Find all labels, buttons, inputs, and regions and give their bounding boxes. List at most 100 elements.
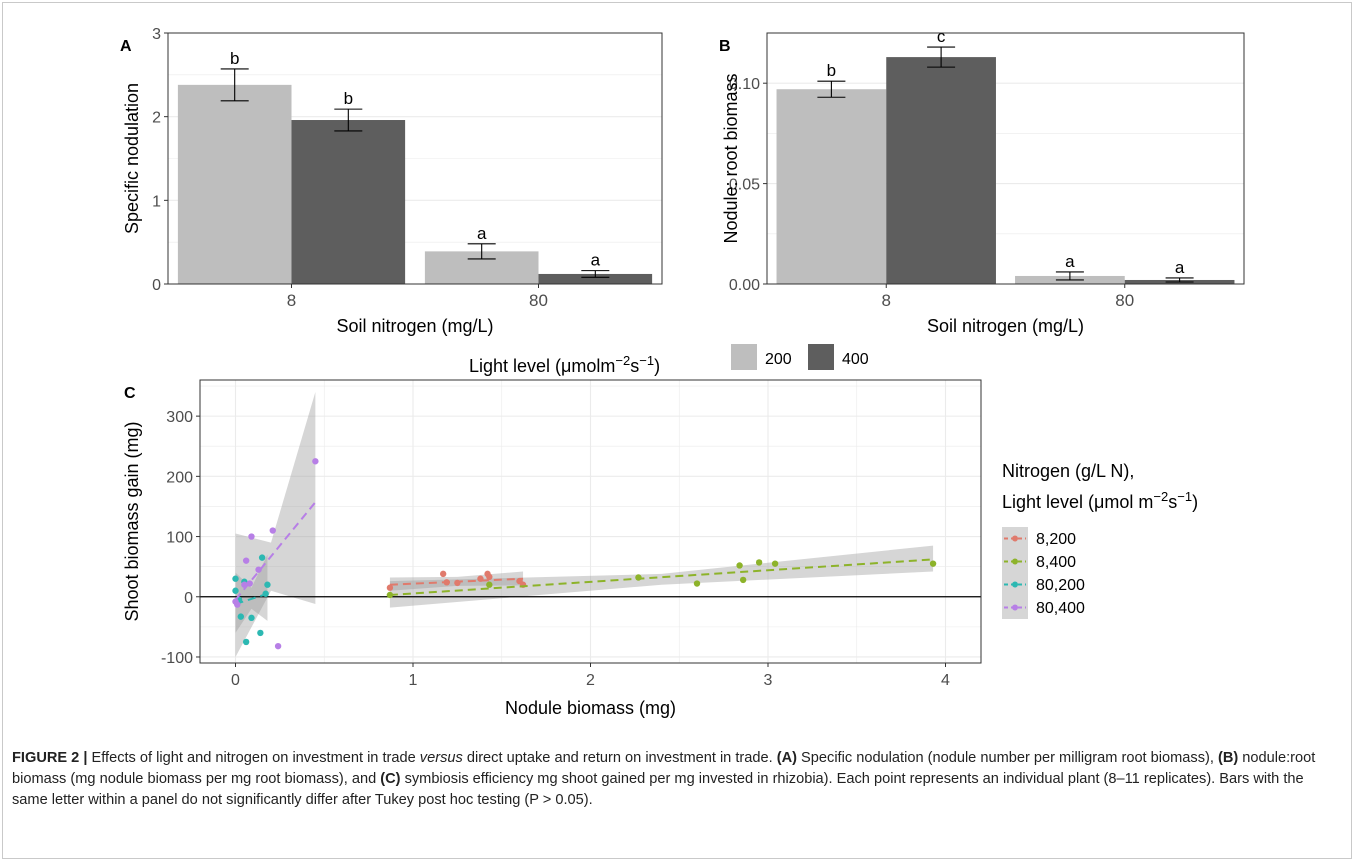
point-80,400 (274, 642, 282, 650)
panel-b: 0.00 0.05 0.10 b c 8 a a 80 Soil nitrogen (mg/L) N… (719, 27, 1245, 336)
point-80,400 (234, 601, 241, 608)
point-80,200 (258, 554, 266, 561)
legend-label-80,200: 80,200 (1036, 577, 1085, 594)
x-tick-label: 8 (882, 291, 891, 310)
y-tick-label: 1 (152, 193, 161, 210)
point-80,200 (262, 590, 269, 597)
point-8,400 (736, 562, 743, 569)
caption-b-label: (B) (1217, 750, 1239, 766)
legend-label-80,400: 80,400 (1036, 600, 1085, 617)
bar-400-8 (886, 57, 996, 284)
x-tick-label: 2 (586, 672, 595, 689)
significance-letter: b (230, 49, 239, 68)
caption-italic: versus (419, 750, 463, 766)
point-80,400 (241, 581, 248, 588)
caption-text-3: Specific nodulation (nodule number per m… (797, 750, 1218, 766)
point-8,200 (443, 579, 450, 586)
light-level-legend: Light level (μmolm−2s−1) 200 400 (469, 344, 869, 376)
legend-title-line-2: Light level (μmol m−2s−1) (1002, 489, 1198, 512)
caption-a-label: (A) (776, 750, 797, 766)
legend-key-point (1012, 581, 1018, 588)
point-80,400 (269, 527, 276, 534)
bar-200-8 (177, 84, 292, 284)
nitrogen-light-legend: Nitrogen (g/L N), Light level (μmol m−2s−… (1002, 461, 1198, 619)
legend-label-8,400: 8,400 (1036, 554, 1076, 571)
panel-a: 0 1 2 3 b b 8 a a 80 Soil nitrogen (mg/L) Specific … (120, 26, 663, 336)
point-80,200 (232, 575, 239, 582)
x-tick-label: 4 (941, 672, 950, 689)
legend-title-line-1: Nitrogen (g/L N), (1002, 461, 1134, 481)
x-tick-label: 80 (1115, 291, 1134, 310)
legend-swatch-400 (808, 344, 834, 370)
point-8,200 (477, 575, 484, 582)
significance-letter: b (344, 89, 353, 108)
caption-label: FIGURE 2 | (12, 750, 88, 766)
panel-c: -100 0 100 200 300 0 1 2 3 4 Nodule biomass (mg) Sh… (122, 379, 982, 718)
point-80,200 (237, 613, 245, 620)
y-tick-label: -100 (161, 650, 193, 667)
x-tick-label: 8 (287, 291, 296, 310)
significance-letter: a (1065, 252, 1075, 271)
x-tick-label: 0 (231, 672, 240, 689)
point-8,400 (771, 560, 779, 567)
point-8,200 (439, 570, 447, 578)
y-axis-label: Shoot biomass gain (mg) (122, 421, 142, 621)
point-80,400 (248, 533, 255, 540)
panel-label: B (719, 38, 731, 55)
y-axis-label: Specific nodulation (122, 83, 142, 234)
significance-letter: c (937, 27, 946, 46)
legend-key-point (1012, 535, 1018, 542)
x-tick-label: 1 (409, 672, 418, 689)
y-tick-label: 0.00 (729, 277, 760, 294)
point-80,400 (255, 566, 262, 573)
x-tick-label: 80 (529, 291, 548, 310)
y-tick-label: 0 (184, 590, 193, 607)
x-axis-label: Nodule biomass (mg) (505, 698, 676, 718)
legend-key-point (1012, 558, 1018, 565)
point-80,400 (312, 458, 319, 465)
bar-200-8 (776, 89, 887, 284)
caption-c-label: (C) (380, 771, 401, 787)
panel-label: A (120, 38, 132, 55)
point-8,400 (755, 559, 763, 566)
y-tick-label: 200 (166, 469, 193, 486)
y-tick-label: 0 (152, 277, 161, 294)
x-tick-label: 3 (764, 672, 773, 689)
point-80,200 (248, 614, 255, 622)
significance-letter: b (827, 61, 836, 80)
point-80,200 (257, 629, 264, 637)
y-tick-label: 2 (152, 110, 161, 127)
y-tick-label: 100 (166, 530, 193, 547)
point-80,200 (232, 587, 239, 594)
point-80,400 (242, 557, 250, 564)
legend-label-8,200: 8,200 (1036, 531, 1076, 548)
caption-text-1: Effects of light and nitrogen on investm… (87, 750, 420, 766)
point-80,400 (246, 580, 253, 587)
significance-letter: a (1175, 258, 1185, 277)
point-8,400 (486, 581, 493, 588)
point-8,400 (929, 560, 937, 567)
caption-text-2: direct uptake and return on investment i… (462, 750, 777, 766)
point-80,200 (264, 581, 271, 588)
legend-key-point (1012, 604, 1018, 611)
caption-text-4: nodule:root biomass (mg nodule biomass p… (12, 750, 1316, 787)
y-tick-label: 0.05 (729, 177, 760, 194)
y-tick-label: 300 (166, 409, 193, 426)
panel-border (199, 379, 982, 664)
fit-line-80,400 (234, 501, 317, 601)
point-8,200 (486, 573, 493, 581)
panel-border (766, 32, 1245, 285)
y-tick-label: 0.10 (729, 76, 760, 93)
legend-swatch-200 (731, 344, 757, 370)
point-8,400 (386, 591, 394, 599)
panel-border (167, 32, 663, 285)
y-axis-label: Nodule: root biomass (721, 73, 741, 243)
y-tick-label: 3 (152, 26, 161, 43)
point-8,400 (635, 574, 642, 581)
panel-label: C (124, 385, 136, 402)
confidence-band-8,400 (389, 545, 934, 608)
legend-label-200: 200 (765, 351, 792, 368)
x-axis-label: Soil nitrogen (mg/L) (927, 316, 1084, 336)
